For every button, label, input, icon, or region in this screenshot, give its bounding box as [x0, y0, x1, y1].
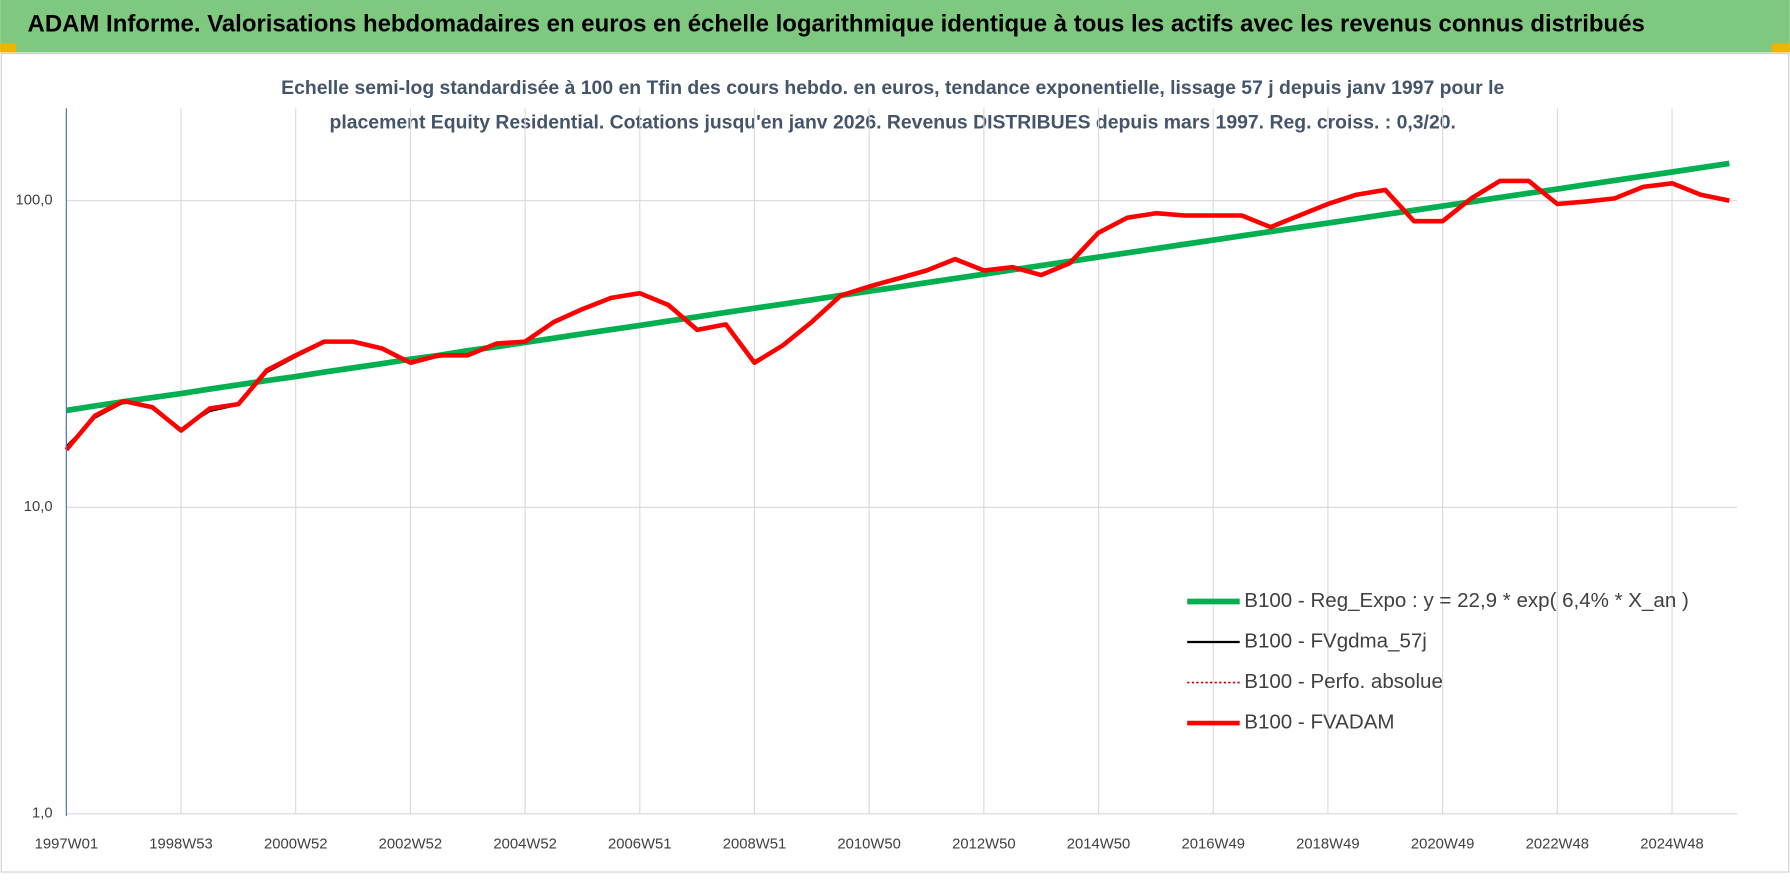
- x-tick-label: 2014W50: [1067, 837, 1130, 853]
- x-tick-label: 2024W48: [1640, 837, 1703, 853]
- legend-label: B100 - Perfo. absolue: [1244, 670, 1443, 693]
- chart-subtitle: placement Equity Residential. Cotations …: [330, 111, 1456, 133]
- y-tick-label: 10,0: [24, 499, 53, 515]
- x-tick-label: 2016W49: [1182, 837, 1245, 853]
- legend-label: B100 - FVgdma_57j: [1244, 629, 1427, 652]
- x-tick-label: 2004W52: [493, 837, 556, 853]
- series-line: [64, 178, 1730, 452]
- x-tick-label: 2022W48: [1526, 837, 1589, 853]
- series-line: [65, 160, 1730, 414]
- x-tick-label: 2010W50: [837, 837, 900, 853]
- x-tick-label: 2002W52: [379, 837, 442, 853]
- legend-label: B100 - FVADAM: [1244, 710, 1394, 733]
- legend-label: B100 - Reg_Expo : y = 22,9 * exp( 6,4% *…: [1244, 589, 1689, 612]
- page-title: ADAM Informe. Valorisations hebdomadaire…: [28, 10, 1645, 37]
- corner: [1771, 43, 1790, 53]
- y-tick-label: 100,0: [16, 193, 53, 209]
- x-tick-label: 2020W49: [1411, 837, 1474, 853]
- chart-subtitle: Echelle semi-log standardisée à 100 en T…: [281, 77, 1504, 99]
- legend: B100 - Reg_Expo : y = 22,9 * exp( 6,4% *…: [1187, 589, 1689, 733]
- y-tick-label: 1,0: [32, 806, 53, 822]
- corner: [0, 43, 17, 53]
- x-tick-label: 1997W01: [35, 837, 98, 853]
- title-bar: [0, 0, 1790, 53]
- x-tick-label: 2008W51: [723, 837, 786, 853]
- plot: [64, 160, 1730, 452]
- x-tick-label: 2012W50: [952, 837, 1015, 853]
- x-tick-label: 2000W52: [264, 837, 327, 853]
- chart-frame: [0, 53, 1790, 873]
- x-tick-label: 2006W51: [608, 837, 671, 853]
- x-tick-label: 1998W53: [149, 837, 212, 853]
- x-tick-label: 2018W49: [1296, 837, 1359, 853]
